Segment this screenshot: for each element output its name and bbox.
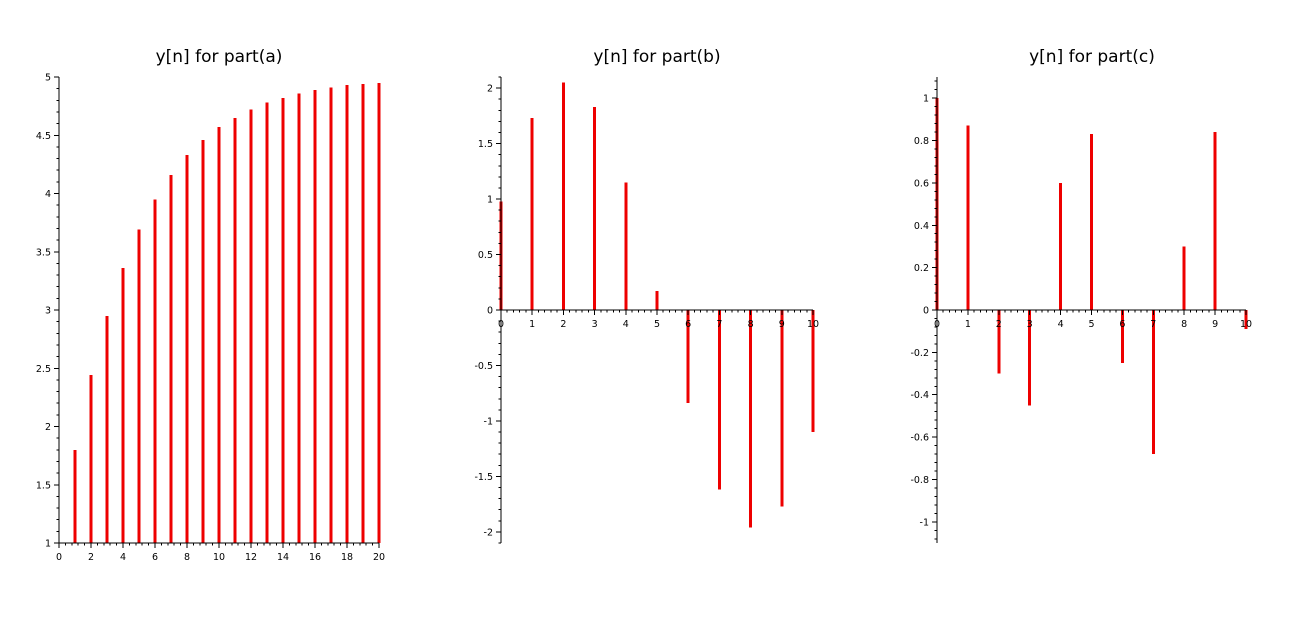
y-tick-label: 5 <box>45 73 51 84</box>
chart-title: y[n] for part(b) <box>593 47 720 67</box>
x-tick-label: 0 <box>498 319 504 330</box>
y-tick-label: -0.5 <box>474 361 493 372</box>
y-tick-label: 0.5 <box>478 250 493 261</box>
x-tick-label: 6 <box>685 319 691 330</box>
x-tick-label: 4 <box>1058 319 1064 330</box>
y-tick-label: 2 <box>45 422 51 433</box>
y-tick-label: 1 <box>487 195 493 206</box>
y-tick-label: 0 <box>923 306 929 317</box>
x-tick-label: 20 <box>373 552 385 563</box>
y-tick-label: 0.4 <box>914 221 929 232</box>
x-tick-label: 6 <box>1119 319 1125 330</box>
chart-title: y[n] for part(c) <box>1029 47 1155 67</box>
y-tick-label: -0.8 <box>910 475 929 486</box>
y-tick-label: 3.5 <box>36 247 51 258</box>
x-tick-label: 1 <box>965 319 971 330</box>
y-tick-label: -0.6 <box>910 433 929 444</box>
x-tick-label: 9 <box>779 319 785 330</box>
subplot-part-c: y[n] for part(c)0 1 2 3 4 5 6 7 8 9 10-1-0.8-0.6-0… <box>910 47 1252 543</box>
y-tick-label: -2 <box>484 527 493 538</box>
x-tick-label: 18 <box>341 552 353 563</box>
x-tick-label: 12 <box>245 552 257 563</box>
y-tick-label: 0.2 <box>914 263 929 274</box>
chart-title: y[n] for part(a) <box>156 47 283 67</box>
y-tick-label: -1.5 <box>474 472 493 483</box>
x-tick-label: 2 <box>996 319 1002 330</box>
x-tick-label: 10 <box>807 319 819 330</box>
y-tick-label: 2 <box>487 84 493 95</box>
x-tick-label: 7 <box>1150 319 1156 330</box>
y-tick-label: 0.8 <box>914 136 929 147</box>
y-tick-label: 0.6 <box>914 178 929 189</box>
x-tick-label: 5 <box>654 319 660 330</box>
y-tick-label: 1.5 <box>478 139 493 150</box>
y-tick-label: -1 <box>920 517 929 528</box>
x-tick-label: 6 <box>152 552 158 563</box>
y-tick-label: -1 <box>484 416 493 427</box>
y-tick-label: 2.5 <box>36 364 51 375</box>
y-tick-label: 1 <box>923 94 929 105</box>
x-tick-label: 8 <box>1181 319 1187 330</box>
y-tick-label: -0.2 <box>910 348 929 359</box>
x-tick-label: 8 <box>184 552 190 563</box>
x-tick-label: 10 <box>213 552 225 563</box>
y-tick-label: 0 <box>487 306 493 317</box>
x-tick-label: 16 <box>309 552 321 563</box>
x-tick-label: 2 <box>560 319 566 330</box>
y-tick-label: 1.5 <box>36 480 51 491</box>
x-tick-label: 2 <box>88 552 94 563</box>
x-tick-label: 0 <box>934 319 940 330</box>
y-tick-label: 4.5 <box>36 131 51 142</box>
y-tick-label: 4 <box>45 189 51 200</box>
x-tick-label: 4 <box>120 552 126 563</box>
y-tick-label: 1 <box>45 539 51 550</box>
y-tick-label: 3 <box>45 306 51 317</box>
x-tick-label: 3 <box>592 319 598 330</box>
x-tick-label: 8 <box>748 319 754 330</box>
x-tick-label: 14 <box>277 552 289 563</box>
x-tick-label: 3 <box>1027 319 1033 330</box>
x-tick-label: 9 <box>1212 319 1218 330</box>
x-tick-label: 7 <box>716 319 722 330</box>
x-tick-label: 0 <box>56 552 62 563</box>
subplot-part-a: y[n] for part(a) 0 2 4 6 8 10 12 14 16 18 20 1 1.5 2 2.… <box>36 47 385 563</box>
subplot-part-b: y[n] for part(b)0 1 2 3 4 5 6 7 8 9 10-2-1.5-1-0.5… <box>474 47 819 544</box>
y-tick-label: -0.4 <box>910 390 929 401</box>
x-tick-label: 10 <box>1240 319 1252 330</box>
x-tick-label: 5 <box>1088 319 1094 330</box>
x-tick-label: 4 <box>623 319 629 330</box>
x-tick-label: 1 <box>529 319 535 330</box>
